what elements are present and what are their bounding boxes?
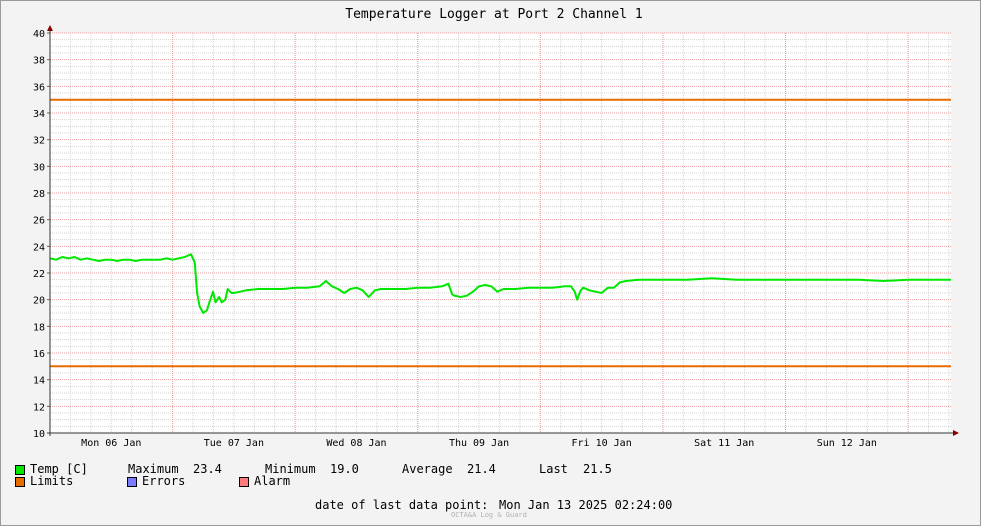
x-axis-arrow — [953, 430, 959, 436]
legend-min-value: 19.0 — [330, 462, 359, 476]
legend-last-value: 21.5 — [583, 462, 612, 476]
chart-title: Temperature Logger at Port 2 Channel 1 — [345, 7, 642, 22]
y-tick-label: 10 — [33, 429, 45, 440]
y-tick-label: 22 — [33, 269, 45, 280]
legend-limits-swatch — [15, 477, 25, 487]
y-tick-label: 16 — [33, 349, 45, 360]
x-tick-label: Tue 07 Jan — [204, 438, 264, 449]
legend-temp-label: Temp [C] — [30, 462, 88, 476]
last-data-point-value: Mon Jan 13 2025 02:24:00 — [499, 498, 673, 512]
y-tick-label: 36 — [33, 82, 45, 93]
plot-area: 10 12 14 16 18 20 22 24 26 28 30 32 34 36 38 40 Mon 06 J… — [33, 25, 959, 449]
legend-max-label: Maximum — [128, 462, 179, 476]
y-tick-label: 34 — [33, 109, 45, 120]
watermark: OCTA&A Log & Guard — [451, 511, 527, 519]
legend-last-label: Last — [539, 462, 568, 476]
legend-temp-swatch — [15, 465, 25, 475]
legend-avg-value: 21.4 — [467, 462, 496, 476]
y-axis-arrow — [47, 25, 53, 31]
y-tick-label: 12 — [33, 402, 45, 413]
y-tick-label: 20 — [33, 296, 45, 307]
x-tick-label: Wed 08 Jan — [326, 438, 386, 449]
y-tick-label: 38 — [33, 56, 45, 67]
temp-series-line — [49, 253, 951, 314]
legend-errors-swatch — [127, 477, 137, 487]
y-tick-label: 14 — [33, 376, 45, 387]
x-tick-label: Sun 12 Jan — [817, 438, 877, 449]
y-tick-label: 26 — [33, 216, 45, 227]
x-tick-label: Thu 09 Jan — [449, 438, 509, 449]
y-tick-label: 28 — [33, 189, 45, 200]
y-tick-label: 18 — [33, 322, 45, 333]
legend-alarm-label: Alarm — [254, 474, 291, 488]
last-data-point-label: date of last data point: — [315, 498, 489, 512]
legend-max-value: 23.4 — [193, 462, 222, 476]
x-tick-label: Fri 10 Jan — [572, 438, 632, 449]
y-tick-label: 32 — [33, 136, 45, 147]
legend-min-label: Minimum — [265, 462, 316, 476]
y-tick-label: 30 — [33, 162, 45, 173]
x-tick-label: Mon 06 Jan — [81, 438, 141, 449]
legend-alarm-swatch — [239, 477, 249, 487]
legend-errors-label: Errors — [142, 474, 186, 488]
legend-avg-label: Average — [402, 462, 453, 476]
x-tick-label: Sat 11 Jan — [694, 438, 754, 449]
y-tick-label: 24 — [33, 242, 45, 253]
legend-limits-label: Limits — [30, 474, 74, 488]
y-tick-label: 40 — [33, 29, 45, 40]
